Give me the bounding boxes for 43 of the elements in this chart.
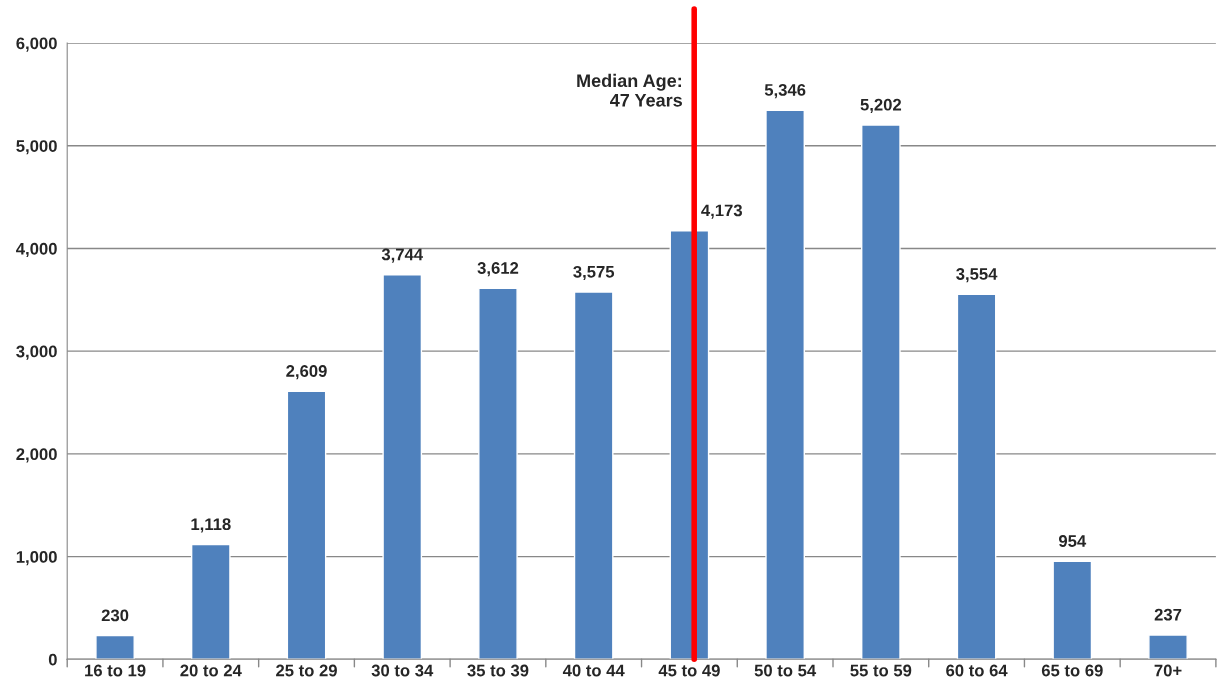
data-label: 1,118 bbox=[191, 518, 231, 533]
bar bbox=[1148, 634, 1188, 660]
data-label: 230 bbox=[101, 609, 129, 622]
data-label: 3,744 bbox=[381, 248, 424, 263]
data-label: 5,202 bbox=[860, 98, 902, 113]
bar bbox=[95, 634, 135, 660]
data-label: 5,346 bbox=[764, 83, 806, 99]
y-tick-label: 0 bbox=[48, 653, 57, 666]
y-tick-label: 4,000 bbox=[16, 242, 57, 258]
x-tick-label: 65 to 69 bbox=[1041, 664, 1103, 677]
x-tick-label: 40 to 44 bbox=[562, 664, 625, 677]
x-tick-label: 30 to 34 bbox=[371, 664, 434, 677]
x-tick-label: 16 to 19 bbox=[85, 664, 146, 677]
x-tick-label: 20 to 24 bbox=[180, 664, 242, 677]
bar bbox=[382, 274, 423, 660]
x-tick-label: 60 to 64 bbox=[946, 664, 1008, 677]
data-label: 3,554 bbox=[956, 268, 998, 283]
data-label: 237 bbox=[1154, 608, 1182, 621]
data-label: 954 bbox=[1058, 535, 1087, 547]
bar bbox=[765, 109, 805, 660]
y-tick-label: 1,000 bbox=[16, 550, 57, 566]
bar bbox=[861, 124, 901, 660]
y-tick-label: 6,000 bbox=[16, 37, 57, 52]
bar bbox=[286, 390, 327, 660]
y-tick-label: 2,000 bbox=[16, 448, 57, 463]
y-tick-label: 5,000 bbox=[16, 140, 57, 155]
data-label: 3,575 bbox=[573, 265, 615, 281]
bar bbox=[573, 291, 614, 660]
bar bbox=[190, 543, 231, 660]
bar bbox=[1052, 560, 1093, 660]
bar bbox=[956, 293, 997, 660]
x-tick-label: 35 to 39 bbox=[467, 664, 529, 677]
x-tick-label: 55 to 59 bbox=[850, 664, 912, 677]
data-label: 2,609 bbox=[286, 365, 327, 380]
data-label: 4,173 bbox=[701, 204, 742, 219]
ref-line-label: Median Age: 47 Years bbox=[577, 73, 682, 107]
y-tick-label: 3,000 bbox=[16, 345, 57, 360]
data-label: 3,612 bbox=[477, 262, 519, 277]
x-tick-label: 45 to 49 bbox=[658, 664, 720, 677]
x-tick-label: 25 to 29 bbox=[276, 664, 337, 677]
x-tick-label: 50 to 54 bbox=[754, 664, 817, 677]
x-tick-label: 70+ bbox=[1154, 664, 1182, 677]
bar bbox=[478, 287, 518, 660]
